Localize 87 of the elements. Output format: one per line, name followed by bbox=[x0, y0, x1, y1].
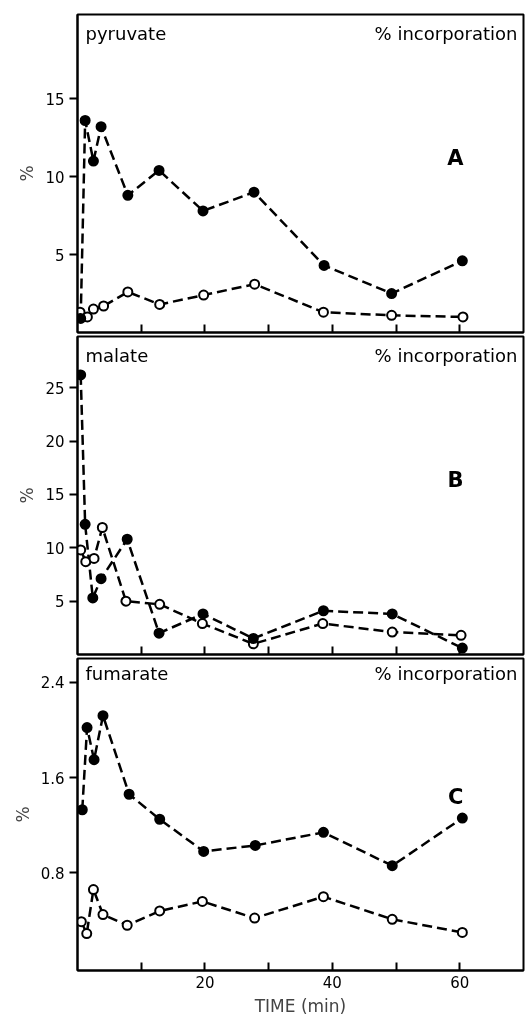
point bbox=[249, 278, 261, 290]
point bbox=[197, 608, 209, 620]
point bbox=[198, 289, 210, 301]
y-tick-label: 1.6 bbox=[40, 769, 65, 788]
point bbox=[456, 812, 468, 824]
point bbox=[122, 286, 134, 298]
point bbox=[95, 573, 107, 585]
x-axis-title: TIME (min) bbox=[253, 995, 347, 1016]
x-tick-label: 40 bbox=[322, 973, 342, 992]
point bbox=[81, 928, 93, 940]
point bbox=[87, 303, 99, 315]
y-tick-label: 5 bbox=[54, 246, 65, 265]
annotation: % incorporation bbox=[374, 22, 518, 44]
point bbox=[77, 312, 87, 324]
annotation: A bbox=[447, 145, 465, 170]
point bbox=[88, 552, 100, 564]
point bbox=[80, 556, 92, 568]
y-tick-label: 10 bbox=[45, 168, 65, 187]
annotation: B bbox=[447, 467, 464, 492]
point bbox=[317, 605, 329, 617]
point bbox=[77, 804, 88, 816]
annotation: C bbox=[448, 784, 464, 809]
point bbox=[121, 533, 133, 545]
point bbox=[317, 891, 329, 903]
point bbox=[317, 826, 329, 838]
point bbox=[81, 722, 93, 734]
annotation: fumarate bbox=[85, 662, 169, 684]
y-axis-title: % bbox=[17, 487, 38, 504]
point bbox=[197, 205, 209, 217]
point bbox=[153, 627, 165, 639]
point bbox=[317, 306, 329, 318]
point bbox=[455, 629, 467, 641]
point bbox=[123, 788, 135, 800]
point bbox=[122, 189, 134, 201]
point bbox=[317, 618, 329, 630]
point bbox=[456, 926, 468, 938]
y-tick-label: 15 bbox=[45, 90, 65, 109]
y-tick-label: 10 bbox=[45, 539, 65, 558]
point bbox=[386, 860, 398, 872]
point bbox=[196, 895, 208, 907]
y-axis-title: % bbox=[17, 165, 38, 182]
x-tick-label: 20 bbox=[195, 973, 215, 992]
point bbox=[154, 298, 166, 310]
point bbox=[97, 710, 109, 722]
y-tick-label: 20 bbox=[45, 433, 65, 452]
point bbox=[121, 919, 133, 931]
point bbox=[97, 909, 109, 921]
y-tick-label: 25 bbox=[45, 379, 65, 398]
point bbox=[153, 164, 165, 176]
point bbox=[198, 845, 210, 857]
y-axis-title: % bbox=[12, 806, 33, 823]
point bbox=[154, 813, 166, 825]
point bbox=[247, 633, 259, 644]
point bbox=[249, 839, 261, 851]
point bbox=[96, 522, 108, 533]
point bbox=[386, 608, 398, 620]
point bbox=[196, 618, 208, 630]
point bbox=[248, 186, 260, 198]
point bbox=[386, 309, 398, 321]
y-tick-label: 15 bbox=[45, 486, 65, 505]
point bbox=[87, 592, 99, 604]
point bbox=[457, 311, 469, 323]
point bbox=[154, 598, 166, 610]
point bbox=[77, 916, 87, 928]
annotation: % incorporation bbox=[374, 344, 518, 366]
annotation: % incorporation bbox=[374, 662, 518, 684]
point bbox=[386, 913, 398, 925]
point bbox=[95, 121, 107, 133]
point bbox=[79, 115, 91, 126]
point bbox=[154, 905, 166, 917]
point bbox=[87, 155, 99, 167]
point bbox=[456, 255, 468, 267]
point bbox=[98, 300, 110, 312]
point bbox=[386, 626, 398, 638]
point bbox=[120, 595, 132, 607]
annotation: pyruvate bbox=[85, 22, 167, 44]
point bbox=[88, 754, 100, 766]
point bbox=[318, 259, 330, 271]
point bbox=[386, 288, 398, 300]
annotation: malate bbox=[85, 344, 149, 366]
point bbox=[249, 912, 261, 924]
point bbox=[79, 518, 91, 530]
y-tick-label: 2.4 bbox=[40, 674, 65, 693]
point bbox=[87, 884, 99, 896]
x-tick-label: 60 bbox=[450, 973, 470, 992]
y-tick-label: 5 bbox=[54, 593, 65, 612]
y-tick-label: 0.8 bbox=[40, 864, 65, 883]
